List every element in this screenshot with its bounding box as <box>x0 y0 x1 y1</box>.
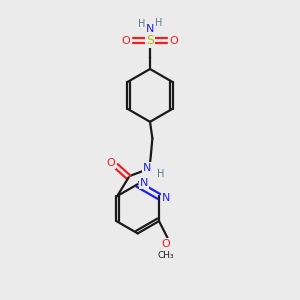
Text: N: N <box>146 24 154 34</box>
Text: S: S <box>146 34 154 47</box>
Text: H: H <box>157 169 164 179</box>
Text: O: O <box>161 239 170 249</box>
Text: O: O <box>122 35 130 46</box>
Text: H: H <box>138 19 145 29</box>
Text: H: H <box>155 17 162 28</box>
Text: N: N <box>140 178 148 188</box>
Text: O: O <box>106 158 115 168</box>
Text: CH₃: CH₃ <box>158 251 174 260</box>
Text: N: N <box>161 193 170 203</box>
Text: N: N <box>143 163 152 173</box>
Text: O: O <box>169 35 178 46</box>
